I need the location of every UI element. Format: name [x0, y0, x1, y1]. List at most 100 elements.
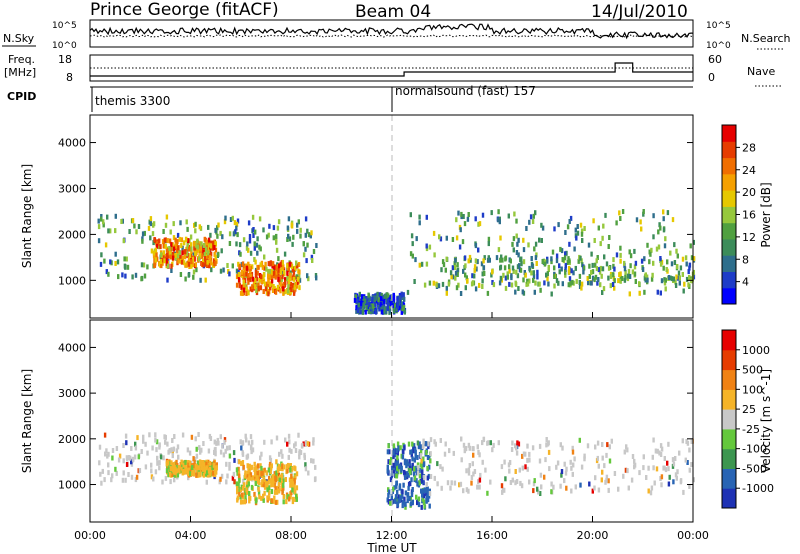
velocity-cell: [396, 441, 400, 447]
power-cell: [306, 273, 309, 279]
velocity-cell: [290, 448, 293, 454]
velocity-cell: [399, 445, 402, 451]
velocity-cell: [250, 484, 254, 490]
power-cell: [255, 242, 259, 248]
velocity-cell: [267, 479, 270, 485]
power-cell: [165, 260, 168, 266]
velocity-cell: [286, 468, 289, 474]
power-cell: [169, 229, 172, 235]
velocity-cell: [164, 475, 168, 481]
velocity-cell: [225, 461, 228, 467]
velocity-cell: [389, 477, 393, 483]
velocity-cell: [423, 493, 426, 499]
power-cell: [246, 241, 249, 247]
power-cell: [672, 276, 675, 282]
power-colorbar-tick-label: 28: [742, 141, 756, 154]
power-cell: [368, 302, 371, 307]
power-cell: [618, 272, 621, 278]
velocity-cell: [282, 499, 285, 505]
power-cell: [599, 241, 602, 247]
velocity-cell: [504, 476, 507, 482]
velocity-cell: [565, 485, 568, 491]
velocity-cell: [409, 501, 413, 507]
power-cell: [495, 255, 499, 261]
power-cell: [532, 213, 535, 219]
velocity-cell: [173, 477, 176, 483]
velocity-cell: [390, 465, 394, 471]
power-cell: [378, 295, 381, 300]
xtick-label: 12:00: [376, 529, 408, 542]
velocity-cell: [458, 482, 461, 488]
velocity-cell: [243, 473, 247, 479]
velocity-cell: [422, 443, 425, 449]
power-cell: [559, 246, 562, 252]
velocity-cell: [426, 491, 429, 497]
power-cell: [367, 292, 370, 298]
power-cell: [558, 269, 561, 275]
power-cell: [567, 266, 571, 271]
power-cell: [557, 222, 560, 228]
power-cell: [268, 223, 271, 229]
power-cell: [526, 278, 529, 284]
power-cell: [165, 214, 169, 220]
power-cell: [528, 219, 531, 225]
velocity-cell: [175, 465, 179, 471]
velocity-cell: [245, 481, 249, 487]
velocity-cell: [410, 477, 413, 483]
velocity-cell: [158, 460, 161, 466]
velocity-cell: [150, 474, 154, 480]
velocity-cell: [171, 438, 174, 443]
power-cell: [633, 271, 637, 277]
station-title: Prince George (fitACF): [90, 0, 279, 20]
velocity-cell: [654, 448, 658, 454]
power-cell: [570, 268, 573, 274]
velocity-cell: [390, 494, 393, 499]
velocity-cell: [282, 482, 285, 488]
velocity-cell: [433, 475, 436, 481]
power-cell: [178, 236, 181, 242]
velocity-cell: [314, 464, 317, 470]
velocity-cell: [264, 479, 267, 485]
velocity-cell: [397, 498, 400, 504]
velocity-cell: [672, 479, 675, 485]
velocity-cell: [198, 467, 201, 473]
power-cell: [114, 261, 117, 266]
velocity-cell: [241, 499, 244, 505]
velocity-cell: [240, 461, 243, 466]
power-cell: [249, 273, 253, 279]
velocity-cell: [545, 437, 548, 442]
velocity-cell: [526, 457, 529, 463]
power-cell: [466, 278, 469, 284]
power-cell: [235, 282, 239, 288]
power-cell: [609, 283, 612, 289]
power-cell: [179, 272, 183, 277]
power-cell: [261, 264, 265, 270]
velocity-cell: [278, 474, 282, 480]
power-cell: [567, 282, 570, 288]
velocity-cell: [528, 457, 531, 463]
velocity-cell: [146, 450, 149, 456]
velocity-cell: [427, 441, 430, 447]
velocity-cell: [177, 454, 180, 460]
velocity-cell: [288, 496, 291, 502]
velocity-cell: [191, 471, 194, 477]
power-cell: [264, 261, 267, 267]
power-cell: [241, 290, 244, 296]
velocity-cell: [387, 489, 391, 495]
velocity-cell: [168, 472, 172, 477]
power-cell: [471, 273, 474, 279]
power-cell: [397, 305, 401, 311]
power-cell: [602, 286, 606, 292]
velocity-cell: [402, 449, 405, 455]
power-cell: [211, 243, 214, 249]
power-cell: [667, 275, 671, 280]
velocity-cell: [422, 499, 426, 505]
power-cell: [170, 242, 173, 248]
power-cell: [204, 277, 207, 283]
power-cell: [663, 277, 666, 283]
power-cell: [569, 280, 572, 286]
power-cell: [309, 233, 312, 239]
power-cell: [359, 300, 362, 306]
